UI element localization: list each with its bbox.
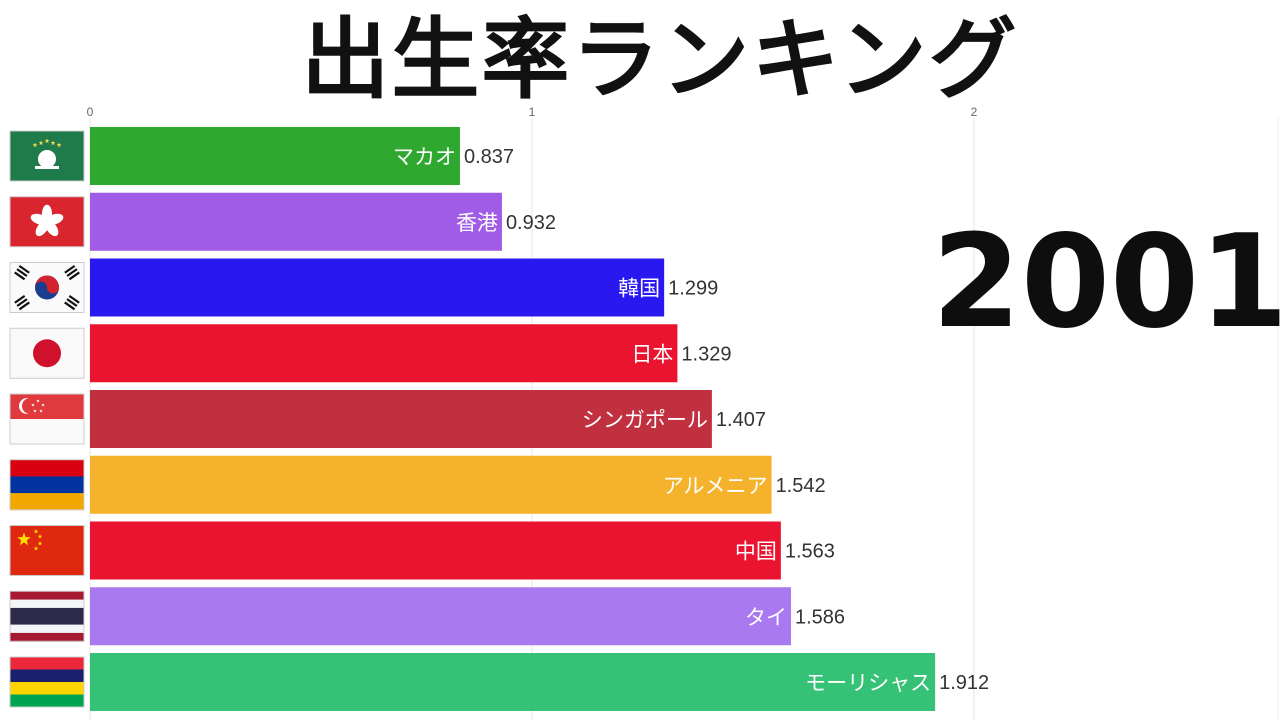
south-korea-flag-icon — [9, 262, 85, 313]
bar — [90, 455, 772, 514]
armenia-flag-icon — [9, 459, 85, 511]
bar-value-label: 1.299 — [668, 278, 718, 300]
bar-value-label: 1.912 — [939, 672, 989, 694]
bar-category-label: 日本 — [631, 342, 673, 366]
bar-value-label: 0.837 — [464, 146, 514, 168]
bar — [90, 390, 712, 448]
year-label: 2001 — [931, 207, 1280, 357]
singapore-flag-icon — [9, 393, 85, 445]
hong-kong-flag-icon — [9, 196, 85, 248]
bar — [90, 127, 460, 185]
bar — [90, 258, 665, 317]
bar-value-label: 1.329 — [681, 343, 731, 365]
bar — [90, 653, 936, 711]
bar — [90, 324, 678, 383]
thailand-flag-icon — [9, 590, 85, 642]
x-tick-label: 2 — [971, 105, 978, 119]
bar-category-label: アルメニア — [663, 474, 768, 498]
bar — [90, 587, 792, 646]
bar-category-label: シンガポール — [582, 408, 708, 432]
bar-category-label: 香港 — [456, 211, 498, 235]
x-tick-label: 0 — [87, 105, 94, 119]
bar-category-label: 中国 — [735, 540, 777, 564]
bar-category-label: タイ — [745, 605, 787, 629]
china-flag-icon — [9, 525, 85, 576]
bar-category-label: 韓国 — [618, 277, 660, 301]
bar-value-label: 0.932 — [506, 212, 556, 234]
mauritius-flag-icon — [9, 656, 85, 708]
bar-category-label: マカオ — [393, 145, 456, 169]
x-axis-ticks: 0 1 2 — [87, 105, 978, 119]
macau-flag-icon — [9, 130, 85, 182]
bars: マカオ 0.837 香港 0.932 韓国 1.299 日本 1.329 シンガポール 1.407… — [90, 127, 989, 711]
bar-value-label: 1.563 — [785, 541, 835, 563]
bar-value-label: 1.586 — [795, 606, 845, 628]
bar-category-label: モーリシャス — [805, 671, 931, 695]
japan-flag-icon — [9, 327, 85, 379]
bar — [90, 192, 502, 251]
x-tick-label: 1 — [529, 105, 536, 119]
bar-value-label: 1.542 — [776, 475, 826, 497]
chart-title: 出生率ランキング — [301, 8, 1019, 111]
bar — [90, 521, 781, 580]
flags — [9, 130, 85, 708]
bar-value-label: 1.407 — [716, 409, 766, 431]
